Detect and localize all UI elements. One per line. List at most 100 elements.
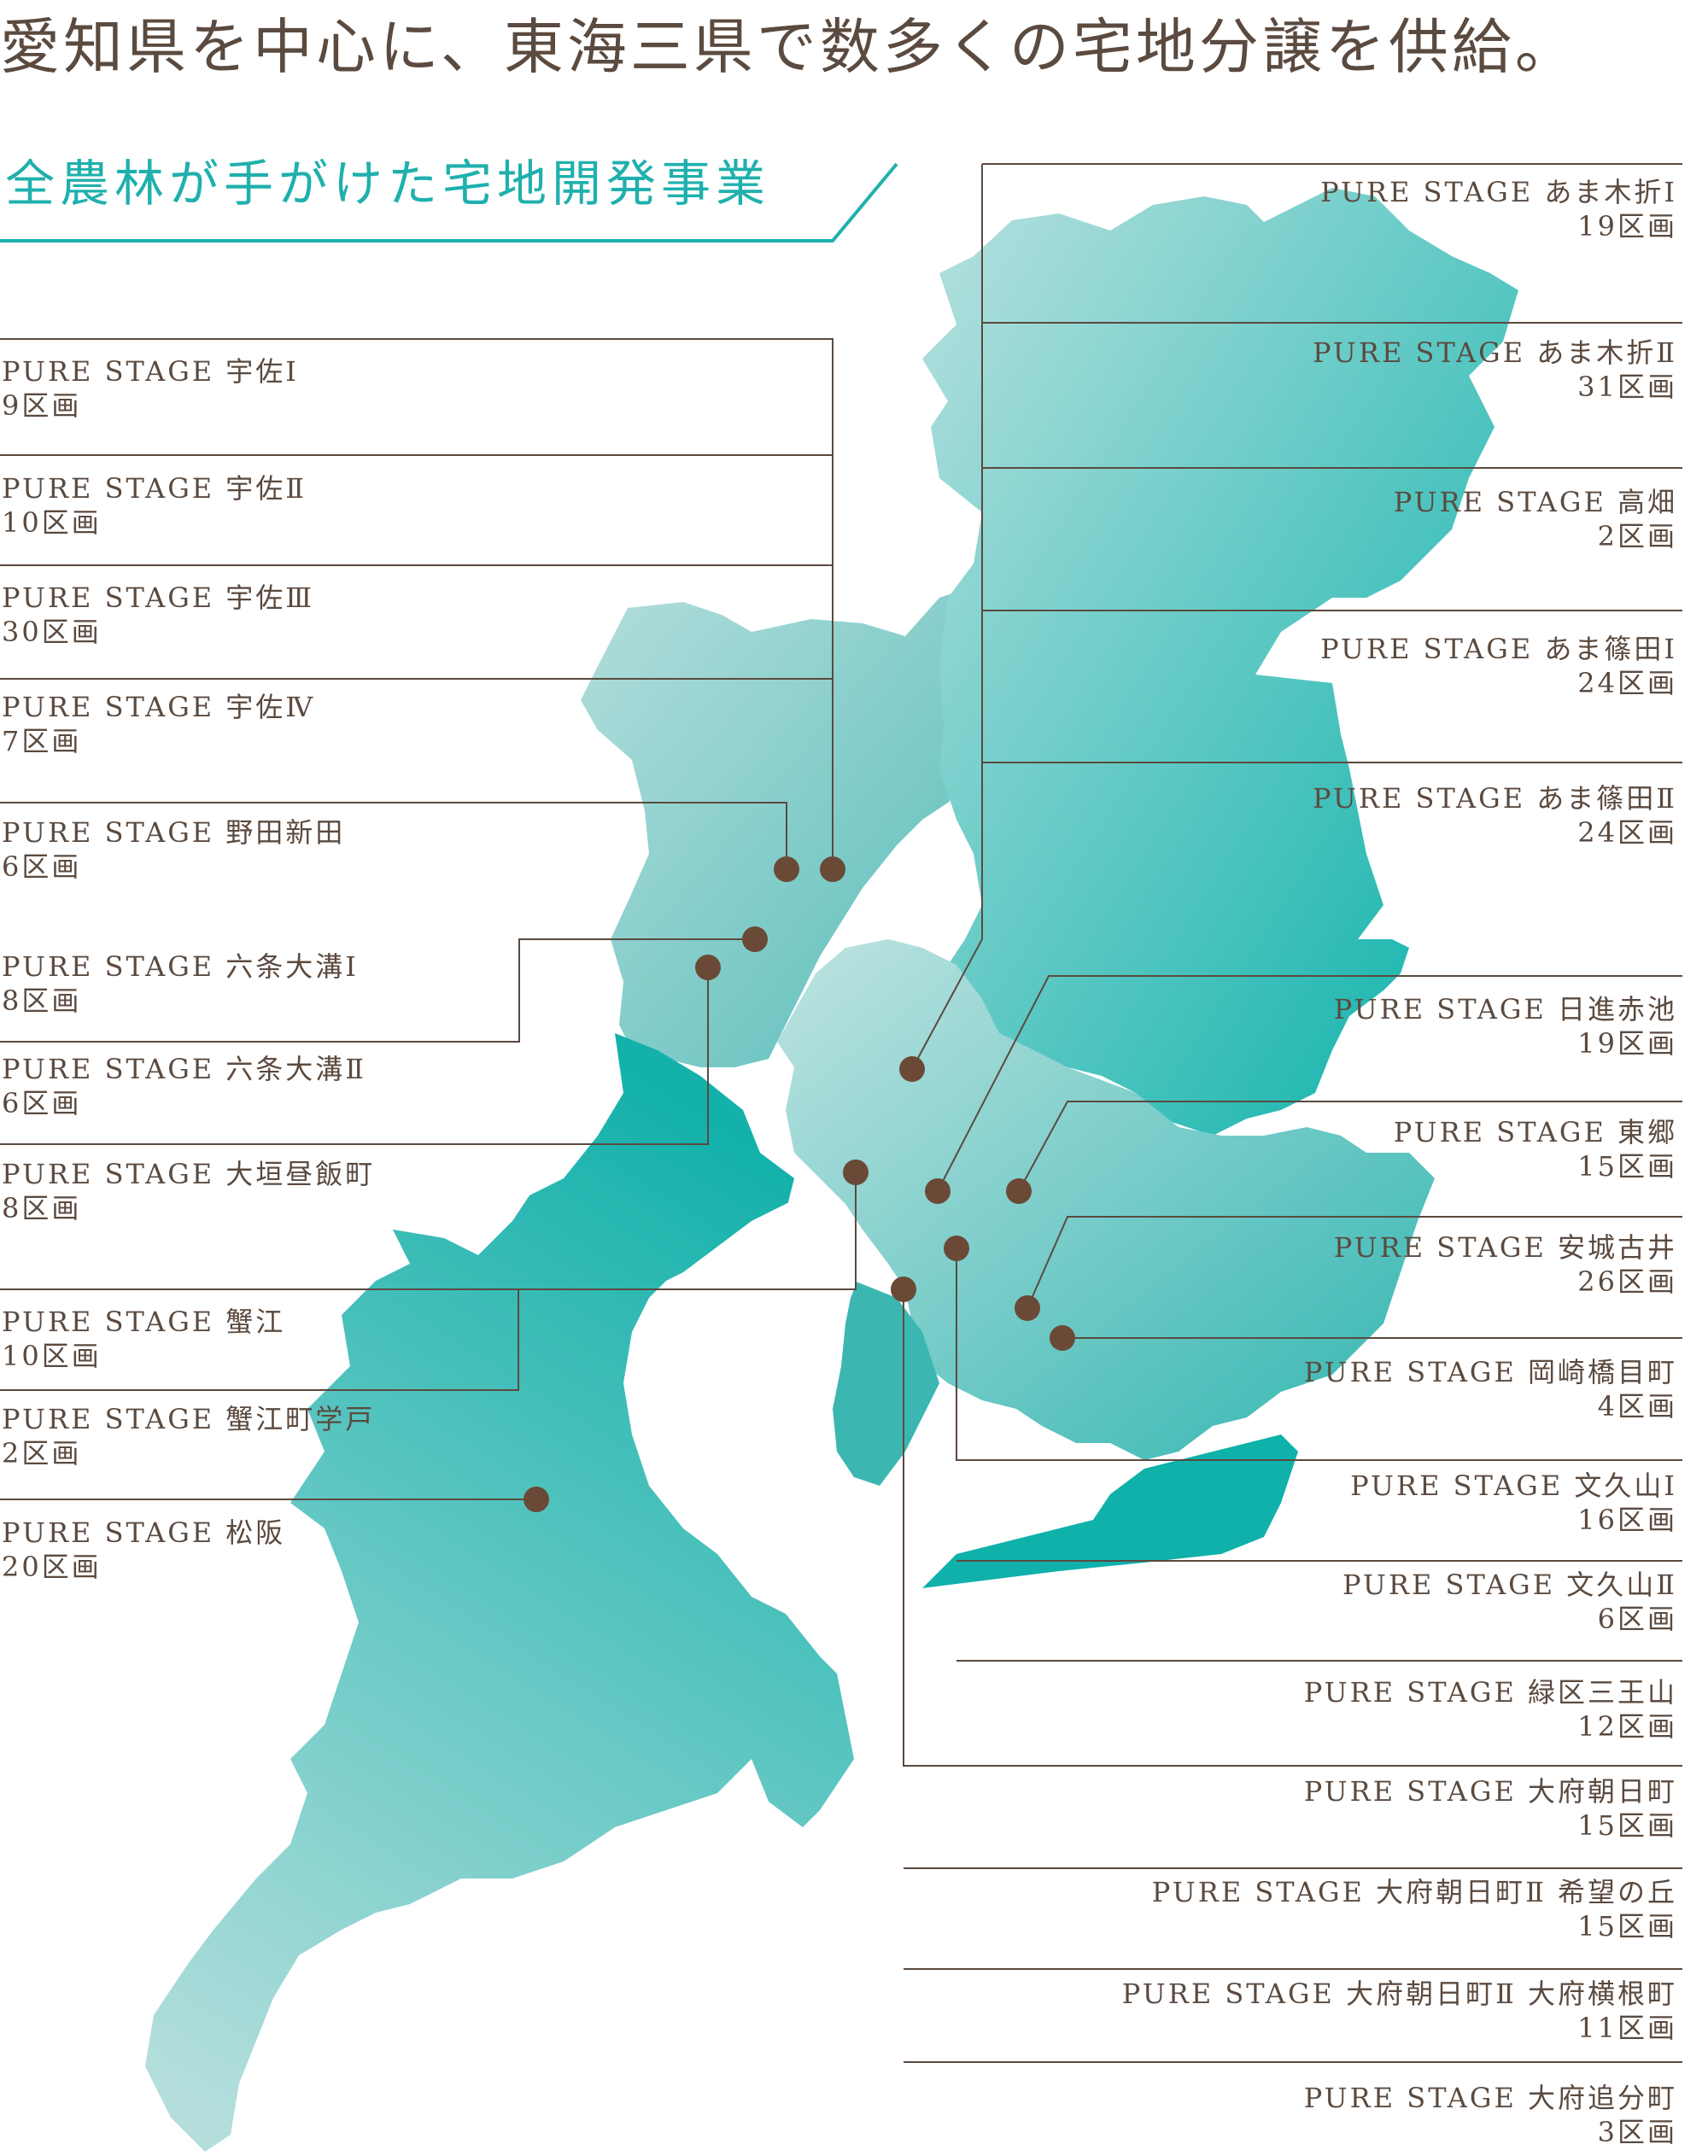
site-name: PURE STAGE 宇佐Ⅳ — [2, 691, 316, 723]
site-marker — [524, 1487, 549, 1512]
site-label: PURE STAGE あま篠田Ⅰ 24区画 — [1320, 632, 1677, 700]
site-lot-count: 6区画 — [2, 1087, 82, 1119]
leader-line — [0, 938, 755, 1043]
site-lot-count: 3区画 — [1597, 2116, 1677, 2148]
site-lot-count: 30区画 — [2, 616, 102, 648]
site-lot-count: 16区画 — [1577, 1504, 1677, 1536]
site-name: PURE STAGE 安城古井 — [1333, 1231, 1677, 1264]
site-label: PURE STAGE あま篠田Ⅱ 24区画 — [1313, 781, 1677, 850]
site-name: PURE STAGE 松阪 — [2, 1516, 286, 1549]
site-name: PURE STAGE 大垣昼飯町 — [2, 1158, 376, 1190]
site-lot-count: 2区画 — [1597, 520, 1677, 552]
site-lot-count: 15区画 — [1577, 1150, 1677, 1183]
section-subtitle: 全農林が手がけた宅地開発事業 — [5, 155, 771, 213]
leader-line — [0, 1172, 857, 1290]
leader-line — [903, 1289, 1682, 1767]
site-label: PURE STAGE 蟹江 10区画 — [2, 1305, 285, 1373]
site-lot-count: 19区画 — [1577, 1027, 1677, 1060]
site-lot-count: 15区画 — [1577, 1809, 1677, 1842]
site-lot-count: 6区画 — [1597, 1603, 1677, 1635]
site-label: PURE STAGE 大府朝日町Ⅱ 希望の丘 15区画 — [1152, 1875, 1677, 1943]
site-lot-count: 8区画 — [2, 985, 82, 1017]
site-lot-count: 31区画 — [1577, 371, 1677, 403]
site-name: PURE STAGE 日進赤池 — [1333, 993, 1677, 1025]
site-marker — [899, 1056, 925, 1082]
site-lot-count: 20区画 — [2, 1551, 102, 1583]
site-lot-count: 8区画 — [2, 1192, 82, 1224]
region-atsumi — [922, 1434, 1298, 1588]
region-chita — [833, 1281, 939, 1486]
site-marker — [820, 856, 845, 882]
site-lot-count: 11区画 — [1577, 2012, 1677, 2044]
site-name: PURE STAGE あま木折Ⅱ — [1312, 336, 1677, 369]
site-name: PURE STAGE 東郷 — [1393, 1116, 1677, 1148]
site-name: PURE STAGE 蟹江 — [2, 1306, 286, 1338]
site-label: PURE STAGE 日進赤池 19区画 — [1334, 992, 1677, 1060]
site-label: PURE STAGE 宇佐Ⅰ 9区画 — [2, 354, 299, 423]
site-label: PURE STAGE 緑区三王山 12区画 — [1304, 1675, 1677, 1744]
site-lot-count: 10区画 — [2, 506, 102, 539]
site-label: PURE STAGE 六条大溝Ⅰ 8区画 — [2, 949, 359, 1018]
site-lot-count: 9区画 — [2, 389, 82, 422]
site-label: PURE STAGE 六条大溝Ⅱ 6区画 — [2, 1052, 366, 1120]
site-name: PURE STAGE 高畑 — [1393, 486, 1677, 518]
site-label: PURE STAGE あま木折Ⅰ 19区画 — [1320, 175, 1677, 243]
leader-line — [956, 1248, 1682, 1461]
site-name: PURE STAGE 宇佐Ⅱ — [2, 472, 307, 505]
site-label: PURE STAGE 文久山Ⅱ 6区画 — [1342, 1568, 1677, 1636]
site-label: PURE STAGE 宇佐Ⅱ 10区画 — [2, 471, 307, 540]
site-name: PURE STAGE あま篠田Ⅱ — [1312, 782, 1677, 815]
leader-line — [0, 967, 709, 1145]
site-label: PURE STAGE 蟹江町学戸 2区画 — [2, 1402, 375, 1470]
site-marker — [1006, 1178, 1032, 1204]
leader-line — [0, 338, 834, 869]
leader-line — [1027, 1216, 1682, 1309]
site-label: PURE STAGE 大府追分町 3区画 — [1304, 2081, 1677, 2149]
site-label: PURE STAGE 宇佐Ⅲ 30区画 — [2, 581, 314, 649]
site-marker — [742, 926, 768, 952]
site-label: PURE STAGE 野田新田 6区画 — [2, 815, 345, 884]
site-lot-count: 6区画 — [2, 850, 82, 883]
site-label: PURE STAGE 東郷 15区画 — [1394, 1115, 1677, 1183]
region-gifu — [581, 589, 982, 1067]
site-label: PURE STAGE 高畑 2区画 — [1394, 485, 1677, 553]
site-label: PURE STAGE 宇佐Ⅳ 7区画 — [2, 690, 315, 758]
site-lot-count: 4区画 — [1597, 1390, 1677, 1423]
site-lot-count: 24区画 — [1577, 667, 1677, 699]
site-name: PURE STAGE 文久山Ⅰ — [1350, 1469, 1677, 1502]
site-lot-count: 12区画 — [1577, 1710, 1677, 1743]
site-lot-count: 10区画 — [2, 1340, 102, 1372]
site-marker — [774, 856, 799, 882]
site-lot-count: 15区画 — [1577, 1910, 1677, 1943]
site-name: PURE STAGE 大府朝日町Ⅱ 希望の丘 — [1151, 1876, 1677, 1908]
site-marker — [843, 1160, 869, 1185]
ise-bay — [666, 1187, 871, 1503]
site-name: PURE STAGE 大府朝日町 — [1303, 1775, 1677, 1808]
site-lot-count: 24区画 — [1577, 816, 1677, 849]
site-name: PURE STAGE 宇佐Ⅰ — [2, 355, 299, 388]
region-aichi-east — [922, 188, 1518, 1136]
site-lot-count: 26区画 — [1577, 1265, 1677, 1298]
site-label: PURE STAGE 岡崎橋目町 4区画 — [1304, 1355, 1677, 1423]
site-lot-count: 19区画 — [1577, 210, 1677, 242]
site-lot-count: 7区画 — [2, 725, 82, 757]
site-marker — [1015, 1295, 1040, 1321]
site-name: PURE STAGE 文久山Ⅱ — [1342, 1569, 1677, 1601]
region-mie — [145, 1033, 854, 2152]
site-name: PURE STAGE 宇佐Ⅲ — [2, 581, 315, 614]
leader-line — [0, 1289, 519, 1391]
site-lot-count: 2区画 — [2, 1437, 82, 1469]
leader-line — [0, 802, 787, 869]
region-aichi-west — [777, 939, 1435, 1460]
site-name: PURE STAGE 野田新田 — [2, 816, 346, 849]
leader-line — [911, 164, 983, 1070]
site-marker — [695, 955, 721, 980]
site-name: PURE STAGE あま木折Ⅰ — [1320, 176, 1677, 208]
site-label: PURE STAGE 大府朝日町Ⅱ 大府横根町 11区画 — [1122, 1977, 1677, 2045]
page-headline: 愛知県を中心に、東海三県で数多くの宅地分譲を供給。 — [0, 12, 1578, 82]
site-label: PURE STAGE 大垣昼飯町 8区画 — [2, 1157, 375, 1225]
site-label: PURE STAGE 安城古井 26区画 — [1334, 1230, 1677, 1299]
site-label: PURE STAGE 文久山Ⅰ 16区画 — [1350, 1469, 1677, 1537]
site-marker — [925, 1178, 951, 1204]
